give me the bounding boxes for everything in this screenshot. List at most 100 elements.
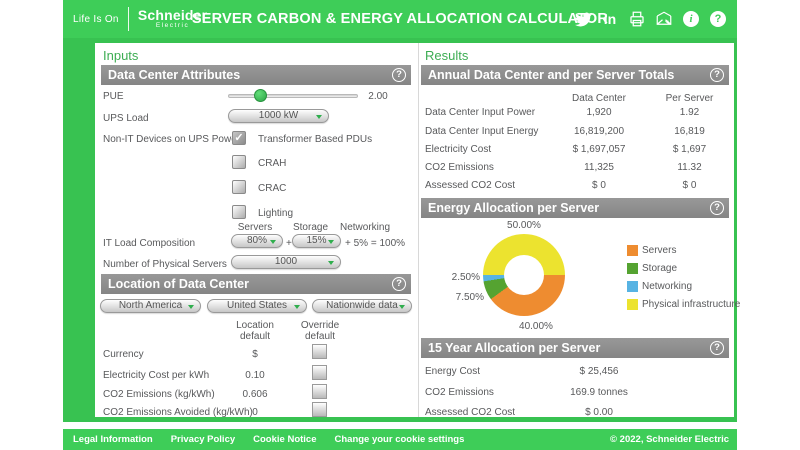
column-header-override-default: Override default: [300, 320, 340, 342]
co2-emissions-value: 0.606: [242, 389, 268, 400]
print-icon[interactable]: [628, 10, 646, 28]
dataset-dropdown[interactable]: Nationwide data: [312, 299, 412, 313]
row-label: Energy Cost: [425, 366, 481, 377]
footer-link-cookie-settings[interactable]: Change your cookie settings: [334, 434, 465, 445]
row-label: CO2 Emissions: [425, 162, 494, 173]
row-dc-value: $ 1,697,057: [572, 144, 626, 155]
legend-swatch: [627, 281, 638, 292]
pue-slider-thumb[interactable]: [254, 89, 267, 102]
row-ps-value: 11.32: [677, 162, 702, 173]
it-load-composition-label: IT Load Composition: [103, 238, 196, 249]
checkbox-crah[interactable]: [232, 155, 246, 169]
override-co2-checkbox[interactable]: [312, 384, 327, 399]
row-value: 169.9 tonnes: [570, 387, 628, 398]
row-dc-value: $ 0: [592, 180, 606, 191]
column-header-storage: Storage: [292, 222, 329, 233]
chevron-down-icon: [328, 260, 334, 265]
help-icon[interactable]: ?: [392, 276, 406, 291]
num-servers-label: Number of Physical Servers: [103, 259, 227, 270]
inputs-column: Inputs Data Center Attributes ? PUE 2.00…: [95, 43, 417, 418]
plus-sign: +: [286, 238, 292, 249]
copyright-text: © 2022, Schneider Electric: [610, 434, 729, 445]
footer-link-cookie-notice[interactable]: Cookie Notice: [253, 434, 317, 445]
chevron-down-icon: [188, 304, 194, 309]
electricity-cost-label: Electricity Cost per kWh: [103, 370, 210, 381]
ups-load-label: UPS Load: [103, 113, 149, 124]
chevron-down-icon: [316, 114, 322, 119]
header-icon-bar: in i ?: [574, 0, 727, 38]
help-icon[interactable]: ?: [710, 67, 724, 82]
servers-pct-dropdown[interactable]: 80%: [231, 234, 283, 248]
info-icon[interactable]: i: [683, 11, 699, 27]
storage-pct-dropdown[interactable]: 15%: [292, 234, 341, 248]
app-header: Life Is On Schneider Electric SERVER CAR…: [63, 0, 737, 38]
footer-link-privacy[interactable]: Privacy Policy: [170, 434, 236, 445]
main-area: Inputs Data Center Attributes ? PUE 2.00…: [63, 38, 740, 422]
footer-link-legal[interactable]: Legal Information: [73, 434, 153, 445]
email-share-icon[interactable]: [655, 10, 673, 28]
column-header-servers: Servers: [237, 222, 273, 233]
row-value: $ 25,456: [579, 366, 619, 377]
checkbox-transformer-pdus[interactable]: [232, 131, 246, 145]
brand-divider: [127, 7, 129, 31]
legend-swatch: [627, 299, 638, 310]
override-co2-avoided-checkbox[interactable]: [312, 402, 327, 417]
chart-label-physical: 50.00%: [507, 220, 541, 231]
life-is-on-logo: Life Is On: [73, 13, 119, 25]
row-label: Assessed CO2 Cost: [425, 407, 516, 418]
column-header-per-server: Per Server: [665, 93, 714, 104]
pue-value: 2.00: [368, 91, 388, 102]
legend-item-physical-infrastructure: Physical infrastructure: [627, 299, 740, 310]
checkbox-label: Lighting: [258, 208, 294, 219]
legend-item-networking: Networking: [627, 281, 692, 292]
legend-item-servers: Servers: [627, 245, 676, 256]
column-header-data-center: Data Center: [572, 93, 626, 104]
co2-avoided-value: 0: [252, 407, 258, 418]
pue-label: PUE: [103, 91, 124, 102]
pue-slider[interactable]: [228, 94, 358, 98]
ups-load-dropdown[interactable]: 1000 kW: [228, 109, 329, 123]
override-currency-checkbox[interactable]: [312, 344, 327, 359]
checkbox-label: CRAC: [258, 183, 287, 194]
region-dropdown[interactable]: North America: [100, 299, 201, 313]
help-icon[interactable]: ?: [710, 11, 726, 27]
row-ps-value: 16,819: [674, 126, 705, 137]
row-ps-value: $ 0: [682, 180, 697, 191]
chart-label-servers: 40.00%: [519, 321, 553, 332]
row-label: Assessed CO2 Cost: [425, 180, 516, 191]
linkedin-icon[interactable]: in: [603, 11, 617, 27]
row-ps-value: $ 1,697: [672, 144, 707, 155]
currency-value: $: [252, 349, 258, 360]
co2-avoided-label: CO2 Emissions Avoided (kg/kWh): [103, 407, 253, 418]
non-it-devices-label: Non-IT Devices on UPS Power: [103, 134, 241, 145]
donut-chart: [483, 234, 565, 316]
row-dc-value: 16,819,200: [573, 126, 625, 137]
panel-energy-allocation: Energy Allocation per Server ?: [421, 198, 729, 218]
legend-swatch: [627, 263, 638, 274]
electricity-cost-value: 0.10: [245, 370, 265, 381]
calculator-app: Life Is On Schneider Electric SERVER CAR…: [63, 0, 740, 450]
chevron-down-icon: [399, 304, 405, 309]
row-ps-value: 1.92: [679, 107, 700, 118]
chart-label-networking: 2.50%: [451, 272, 480, 283]
co2-emissions-label: CO2 Emissions (kg/kWh): [103, 389, 215, 400]
twitter-icon[interactable]: [574, 10, 592, 28]
override-electricity-checkbox[interactable]: [312, 365, 327, 380]
checkbox-lighting[interactable]: [232, 205, 246, 219]
checkbox-crac[interactable]: [232, 180, 246, 194]
help-icon[interactable]: ?: [710, 340, 724, 355]
row-label: CO2 Emissions: [425, 387, 494, 398]
brand-logo: Life Is On Schneider Electric: [73, 7, 207, 31]
legend-swatch: [627, 245, 638, 256]
num-servers-dropdown[interactable]: 1000: [231, 255, 341, 269]
results-heading: Results: [425, 48, 469, 63]
row-label: Electricity Cost: [425, 144, 492, 155]
panel-location: Location of Data Center ?: [101, 274, 411, 294]
help-icon[interactable]: ?: [392, 67, 406, 82]
country-dropdown[interactable]: United States: [207, 299, 307, 313]
row-label: Data Center Input Energy: [425, 126, 539, 137]
checkbox-label: Transformer Based PDUs: [258, 134, 373, 145]
content-card: Inputs Data Center Attributes ? PUE 2.00…: [95, 43, 740, 418]
panel-annual-totals: Annual Data Center and per Server Totals…: [421, 65, 729, 85]
help-icon[interactable]: ?: [710, 200, 724, 215]
